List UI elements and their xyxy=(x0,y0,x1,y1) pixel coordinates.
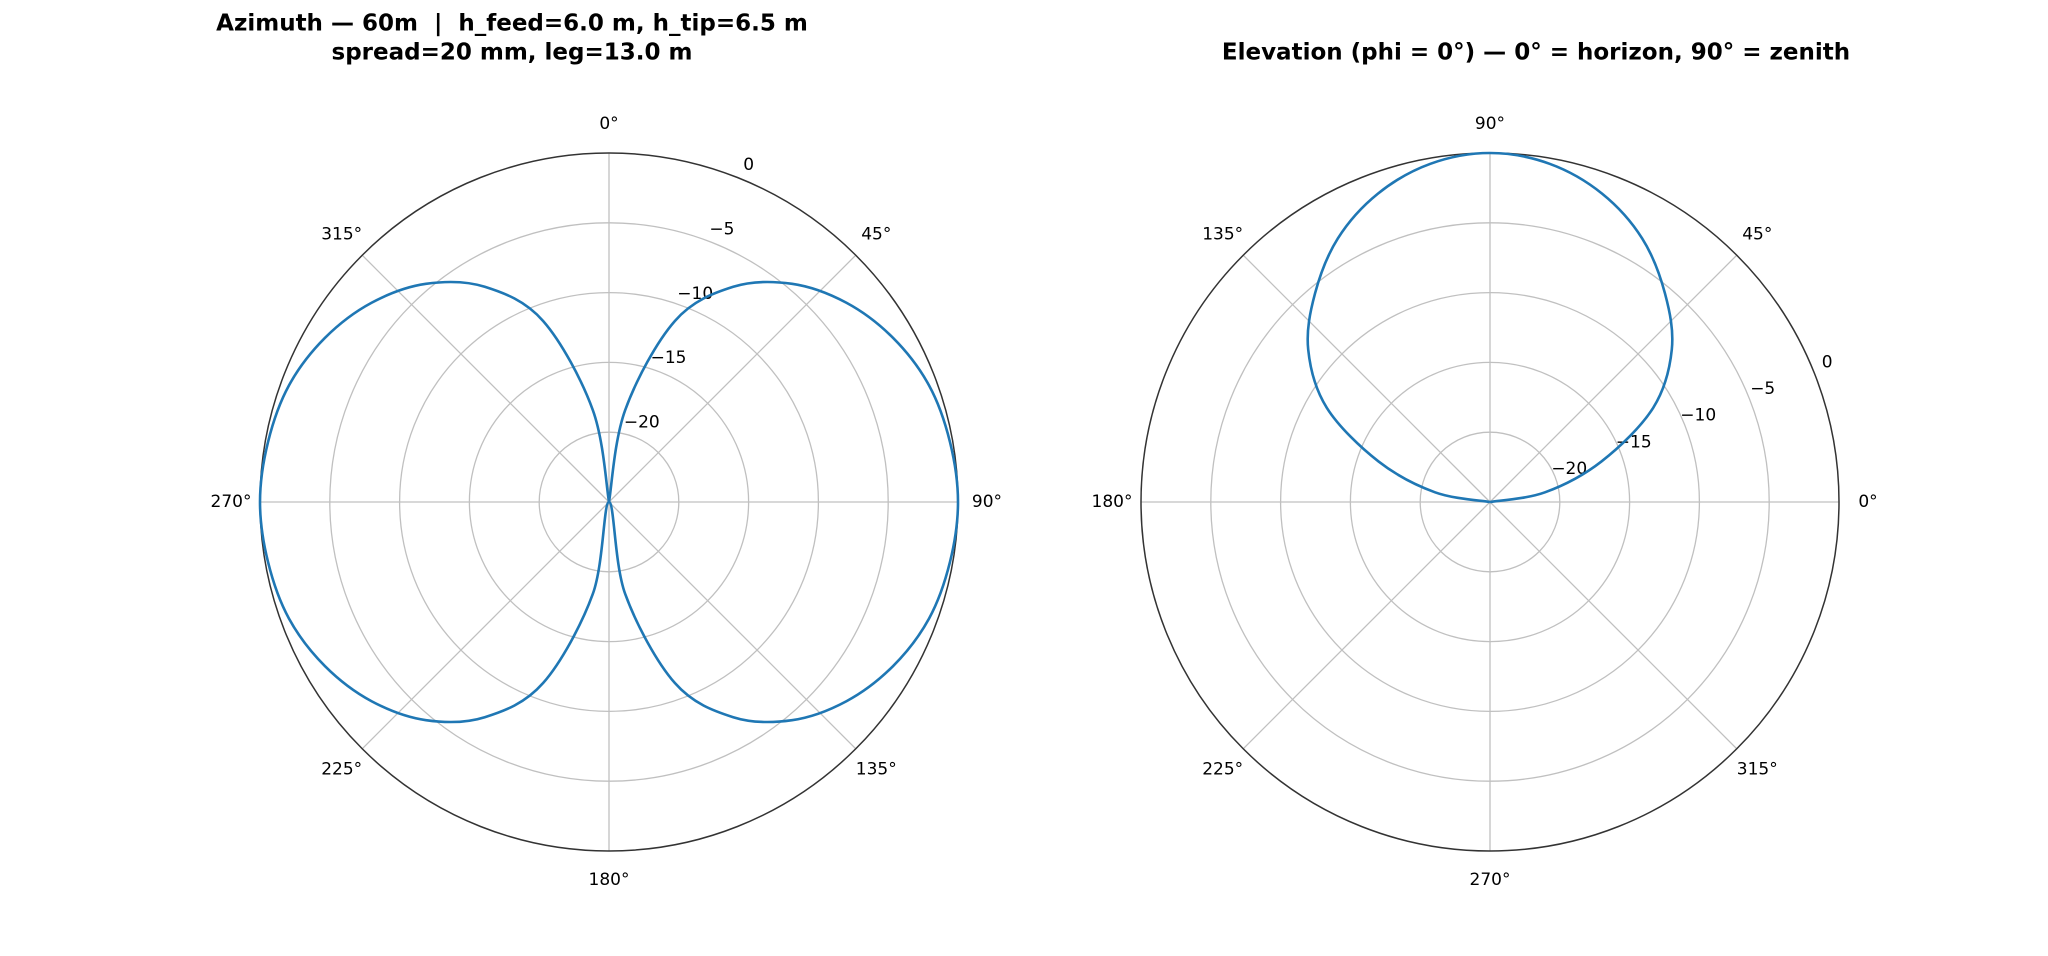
theta-tick-label: 45° xyxy=(861,225,891,245)
grid-spoke xyxy=(1242,254,1491,503)
r-tick-label: 0 xyxy=(1822,352,1833,372)
theta-tick-label: 315° xyxy=(1737,759,1778,779)
r-tick-label: −10 xyxy=(677,284,713,304)
chart-title: Elevation (phi = 0°) — 0° = horizon, 90°… xyxy=(1222,40,1850,66)
theta-tick-label: 90° xyxy=(1475,114,1505,134)
r-tick-label: −15 xyxy=(651,348,687,368)
theta-tick-label: 0° xyxy=(599,114,618,134)
theta-tick-label: 135° xyxy=(1202,225,1243,245)
r-tick-label: −5 xyxy=(1750,379,1775,399)
r-tick-label: −10 xyxy=(1680,406,1716,426)
r-tick-label: −20 xyxy=(1551,459,1587,479)
theta-tick-label: 180° xyxy=(589,870,630,890)
r-tick-label: 0 xyxy=(743,155,754,175)
grid-spoke xyxy=(361,501,610,750)
grid-spoke xyxy=(608,254,857,503)
theta-tick-label: 270° xyxy=(1470,870,1511,890)
grid-spoke xyxy=(1242,501,1491,750)
theta-tick-label: 225° xyxy=(321,759,362,779)
theta-tick-label: 180° xyxy=(1092,492,1133,512)
grid-spoke xyxy=(608,501,857,750)
chart-title: Azimuth — 60m | h_feed=6.0 m, h_tip=6.5 … xyxy=(216,11,808,37)
theta-tick-label: 270° xyxy=(211,492,252,512)
theta-tick-label: 90° xyxy=(972,492,1002,512)
theta-tick-label: 135° xyxy=(856,759,897,779)
theta-tick-label: 0° xyxy=(1858,492,1877,512)
r-tick-label: −5 xyxy=(709,219,734,239)
pattern-line xyxy=(1306,151,1674,504)
grid-spoke xyxy=(361,254,610,503)
grid-spoke xyxy=(1489,254,1738,503)
theta-tick-label: 45° xyxy=(1742,225,1772,245)
grid-spoke xyxy=(1489,501,1738,750)
theta-tick-label: 225° xyxy=(1202,759,1243,779)
pattern-line xyxy=(258,280,960,724)
r-tick-label: −15 xyxy=(1616,432,1652,452)
theta-tick-label: 315° xyxy=(321,225,362,245)
chart-title: spread=20 mm, leg=13.0 m xyxy=(332,40,693,66)
r-tick-label: −20 xyxy=(624,413,660,433)
